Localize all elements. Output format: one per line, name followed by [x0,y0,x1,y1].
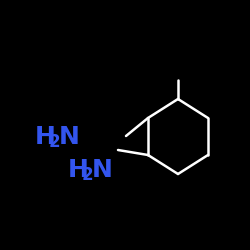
Text: H: H [68,158,89,182]
Text: H: H [35,125,56,149]
Text: 2: 2 [82,166,94,184]
Text: N: N [59,125,80,149]
Text: 2: 2 [49,133,60,151]
Text: N: N [92,158,113,182]
